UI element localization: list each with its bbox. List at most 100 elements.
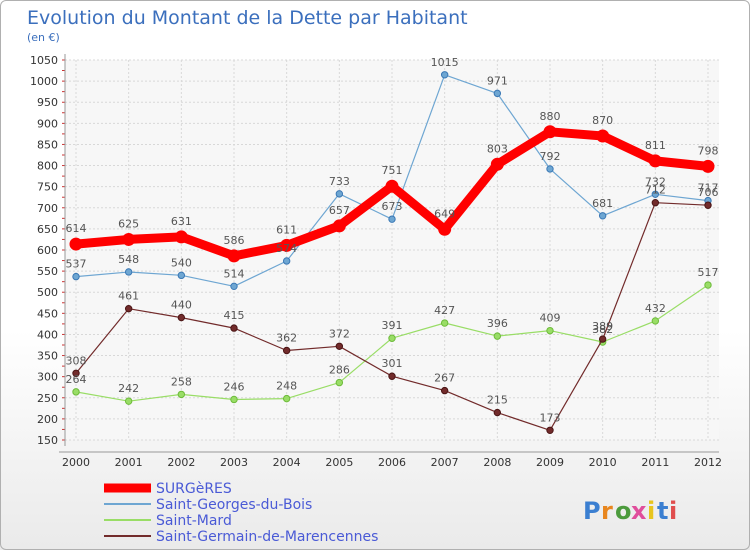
data-point xyxy=(490,157,504,171)
y-tick-label: 450 xyxy=(37,307,58,320)
data-label: 427 xyxy=(434,304,455,317)
data-point xyxy=(174,230,188,244)
data-point xyxy=(72,369,80,377)
data-label: 258 xyxy=(171,375,192,388)
y-tick-label: 1000 xyxy=(30,75,58,88)
data-point xyxy=(598,212,607,220)
data-label: 611 xyxy=(276,223,297,236)
data-point xyxy=(648,154,662,168)
data-point xyxy=(596,129,610,143)
data-point xyxy=(388,334,396,342)
x-tick-label: 2010 xyxy=(589,456,617,469)
data-point xyxy=(177,313,186,322)
data-point xyxy=(598,335,607,343)
data-label: 574 xyxy=(276,242,297,255)
y-tick-label: 350 xyxy=(37,350,58,363)
x-tick-label: 2007 xyxy=(431,456,459,469)
data-label: 657 xyxy=(329,204,350,217)
data-label: 717 xyxy=(698,182,719,195)
data-point xyxy=(546,165,554,173)
data-label: 517 xyxy=(698,266,719,279)
data-label: 586 xyxy=(224,234,245,247)
y-tick-label: 700 xyxy=(37,202,58,215)
data-label: 461 xyxy=(118,290,139,303)
data-label: 614 xyxy=(66,222,87,235)
data-label: 415 xyxy=(224,309,245,322)
data-label: 649 xyxy=(434,207,455,220)
data-label: 681 xyxy=(592,197,613,210)
data-label: 248 xyxy=(276,380,297,393)
data-point xyxy=(543,125,557,139)
y-tick-label: 600 xyxy=(37,244,58,257)
data-point xyxy=(335,378,344,387)
x-tick-label: 2002 xyxy=(167,456,195,469)
data-label: 246 xyxy=(224,380,245,393)
chart-title: Evolution du Montant de la Dette par Hab… xyxy=(27,7,468,29)
data-label: 625 xyxy=(118,217,139,230)
data-point xyxy=(332,219,346,233)
y-tick-label: 650 xyxy=(37,223,58,236)
logo-letter: o xyxy=(615,497,632,525)
data-point xyxy=(651,190,660,198)
data-point xyxy=(440,386,449,395)
data-label: 267 xyxy=(434,372,455,385)
data-label: 712 xyxy=(645,184,666,197)
data-point xyxy=(704,281,712,289)
data-label: 409 xyxy=(540,312,561,325)
data-label: 706 xyxy=(698,186,719,199)
data-label: 173 xyxy=(540,411,561,424)
data-point xyxy=(72,388,80,396)
x-tick-label: 2004 xyxy=(273,456,301,469)
y-tick-label: 900 xyxy=(37,117,58,130)
data-point xyxy=(282,394,291,403)
data-point xyxy=(282,257,291,265)
data-label: 751 xyxy=(382,164,403,177)
x-tick-label: 2008 xyxy=(483,456,511,469)
data-point xyxy=(493,332,502,340)
x-tick-label: 2001 xyxy=(115,456,143,469)
data-label: 382 xyxy=(592,323,613,336)
data-label: 971 xyxy=(487,74,508,87)
legend-label: SURGèRES xyxy=(156,481,232,497)
data-label: 301 xyxy=(382,357,403,370)
data-label: 242 xyxy=(118,382,139,395)
data-point xyxy=(335,190,344,198)
data-label: 440 xyxy=(171,299,192,312)
data-point xyxy=(230,282,238,291)
data-point xyxy=(651,317,660,325)
x-tick-label: 2012 xyxy=(694,456,722,469)
y-tick-label: 800 xyxy=(37,160,58,173)
logo-letter: i xyxy=(647,497,655,525)
logo-letter: i xyxy=(669,497,677,525)
data-point xyxy=(230,395,238,404)
data-point xyxy=(72,272,80,281)
data-label: 372 xyxy=(329,327,350,340)
data-point xyxy=(177,390,186,399)
data-label: 215 xyxy=(487,394,508,407)
data-point xyxy=(493,89,502,98)
data-label: 362 xyxy=(276,331,297,344)
data-label: 286 xyxy=(329,364,350,377)
logo-letter: r xyxy=(601,497,613,525)
y-tick-label: 850 xyxy=(37,138,58,151)
x-tick-label: 2000 xyxy=(62,456,90,469)
data-point xyxy=(651,199,660,207)
y-tick-label: 550 xyxy=(37,265,58,278)
x-tick-label: 2011 xyxy=(641,456,669,469)
y-tick-label: 500 xyxy=(37,286,58,299)
data-label: 792 xyxy=(540,150,561,163)
y-tick-label: 1050 xyxy=(30,54,58,67)
data-label: 548 xyxy=(118,253,139,266)
x-tick-label: 2009 xyxy=(536,456,564,469)
legend-label: Saint-Georges-du-Bois xyxy=(156,497,312,513)
data-label: 732 xyxy=(645,175,666,188)
data-point xyxy=(493,408,502,417)
data-point xyxy=(438,222,452,236)
data-point xyxy=(280,238,294,252)
x-tick-label: 2003 xyxy=(220,456,248,469)
data-label: 1015 xyxy=(431,56,459,69)
data-label: 264 xyxy=(66,373,87,386)
data-label: 391 xyxy=(382,319,403,332)
data-label: 803 xyxy=(487,142,508,155)
